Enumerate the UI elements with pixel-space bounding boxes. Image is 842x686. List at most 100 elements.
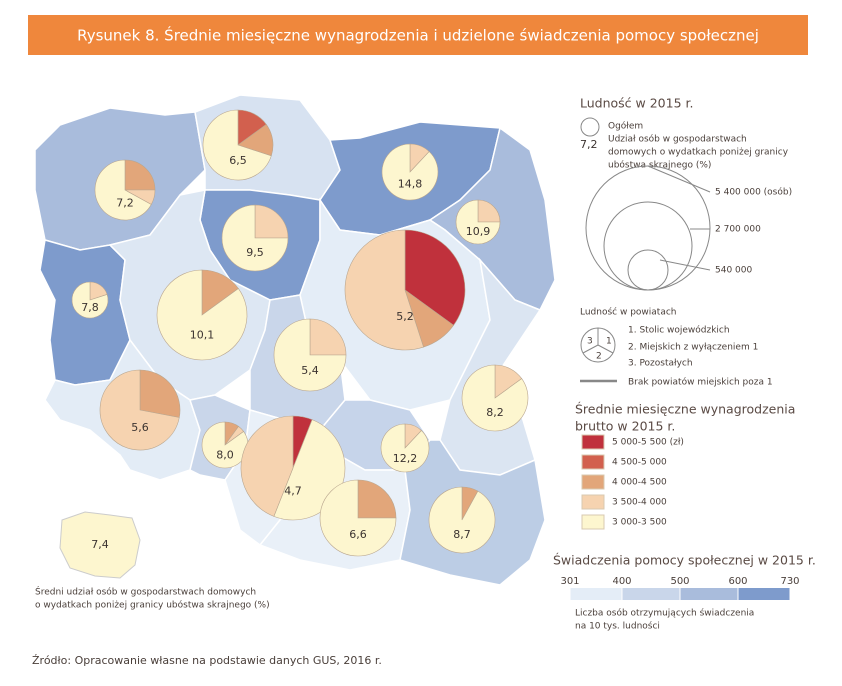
scale-segment [570, 588, 622, 600]
pie-slice [221, 204, 289, 272]
pie-slice [477, 199, 501, 223]
size-circle [627, 249, 669, 291]
legend-label: Brak powiatów miejskich poza 1 [628, 377, 773, 388]
legend-label: ubóstwa skrajnego (%) [608, 160, 711, 171]
legend-label: 5 000-5 500 (zł) [612, 438, 684, 448]
legend-label: 7,2 [580, 138, 598, 151]
pie: 6,6 [319, 479, 397, 557]
pie: 5,6 [99, 369, 181, 451]
legend-label: domowych o wydatkach poniżej granicy [608, 148, 789, 158]
scale-tick-label: 400 [612, 576, 631, 587]
legend-title: Ludność w 2015 r. [580, 96, 693, 111]
legend-swatch [581, 474, 605, 490]
pie-label: 12,2 [393, 452, 418, 465]
title: Rysunek 8. Średnie miesięczne wynagrodze… [77, 26, 759, 45]
pie-slice [71, 281, 109, 319]
benefit-scale: 301 400 500 600 730 [560, 576, 800, 600]
legend-label: Udział osób w gospodarstwach [608, 134, 747, 145]
pie-slice [428, 486, 496, 554]
pie: 8,0 [201, 421, 249, 469]
pie: 4,7 [240, 415, 346, 521]
legend-swatch [581, 434, 605, 450]
legend-swatch [581, 454, 605, 470]
pie-label: 8,2 [486, 406, 504, 419]
pie-label: 8,7 [453, 528, 471, 541]
leader [659, 259, 711, 271]
pie: 10,1 [156, 269, 248, 361]
pie: 7,2 [94, 159, 156, 221]
pie-slice [404, 229, 466, 326]
pie-slice [344, 229, 424, 351]
pie-slice [273, 318, 347, 392]
pie-label: 6,6 [349, 528, 367, 541]
size-label: 2 700 000 [715, 225, 761, 235]
pie-slice [202, 109, 272, 181]
wage-legend: 5 000-5 500 (zł) 4 500-5 000 4 000-4 500 3 … [581, 434, 684, 530]
national-outline [59, 511, 141, 579]
legend-label: 1. Stolic wojewódzkich [628, 325, 730, 336]
legend-title: Świadczenia pomocy społecznej w 2015 r. [553, 553, 816, 568]
pie-label: 9,5 [246, 246, 264, 259]
national-note: o wydatkach poniżej granicy ubóstwa skra… [35, 600, 270, 611]
scale-tick-label: 301 [560, 576, 579, 587]
legend-title: Ludność w powiatach [580, 307, 677, 318]
legend-label: 4 500-5 000 [612, 458, 667, 468]
pie: 8,7 [428, 486, 496, 554]
pie-slice [380, 423, 430, 473]
legend-label: 3 000-3 500 [612, 518, 667, 528]
legend-title: brutto w 2015 r. [575, 419, 675, 434]
scale-tick-label: 730 [780, 576, 799, 587]
scale-segment [738, 588, 790, 600]
pie: 12,2 [380, 423, 430, 473]
legend-title: Średnie miesięczne wynagrodzenia [575, 402, 795, 417]
pie-label: 6,5 [229, 154, 247, 167]
legend-swatch [581, 494, 605, 510]
pie: 10,9 [455, 199, 501, 245]
pie-slice [94, 159, 152, 221]
scale-segment [622, 588, 680, 600]
size-label: 5 400 000 (osób) [715, 187, 792, 198]
pie-label: 5,2 [396, 310, 414, 323]
pie-slice [156, 269, 248, 361]
pie: 9,5 [221, 204, 289, 272]
size-circle [603, 201, 693, 291]
pie: 5,4 [273, 318, 347, 392]
legend-pie-number: 1 [606, 337, 612, 347]
scale-tick-label: 500 [670, 576, 689, 587]
legend-pie-number: 3 [587, 337, 593, 347]
legend-swatch [581, 514, 605, 530]
pie: 7,8 [71, 281, 109, 319]
pie-slice [240, 415, 294, 517]
pie-label: 4,7 [284, 484, 302, 497]
legend-pie-number: 2 [596, 352, 602, 362]
pie: 14,8 [381, 143, 439, 201]
pie-slice [455, 199, 501, 245]
legend-label: 4 000-4 500 [612, 478, 667, 488]
scale-segment [680, 588, 738, 600]
leader [647, 165, 711, 193]
pie-slice [357, 479, 397, 519]
scale-tick-label: 600 [728, 576, 747, 587]
pie-label: 7,2 [116, 197, 134, 210]
legend-pie-lines [582, 328, 614, 354]
legend-label: 3. Pozostałych [628, 359, 693, 369]
pie-label: 10,1 [190, 328, 215, 341]
source: Źródło: Opracowanie własne na podstawie … [32, 654, 382, 667]
pie-label: 10,9 [466, 225, 491, 238]
legend-label: Ogółem [608, 121, 643, 132]
pie-slice [461, 364, 529, 432]
pie-slice [254, 204, 289, 239]
pie-label: 5,6 [131, 421, 149, 434]
pie: 6,5 [202, 109, 274, 181]
legend-label: 3 500-4 000 [612, 498, 667, 508]
national-value: 7,4 [91, 538, 109, 551]
national-note: Średni udział osób w gospodarstwach domo… [35, 586, 256, 598]
legend-note: na 10 tys. ludności [575, 621, 660, 632]
pie-label: 7,8 [81, 301, 99, 314]
pie-slice [124, 159, 156, 191]
pie-slice [319, 479, 397, 557]
legend-circle [580, 117, 600, 137]
pie: 5,2 [344, 229, 466, 351]
